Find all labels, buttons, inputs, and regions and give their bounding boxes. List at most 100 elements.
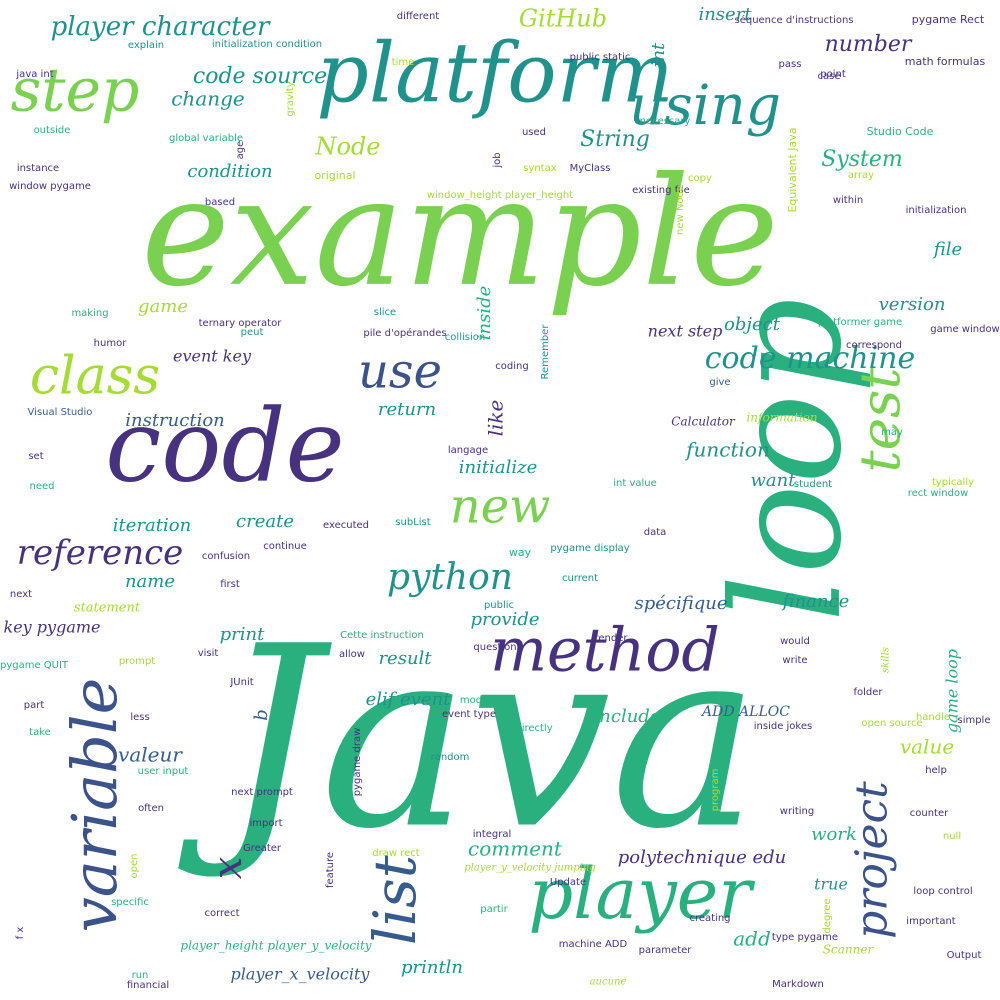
cloud-word: allow — [339, 649, 365, 660]
cloud-word: b — [251, 709, 272, 721]
cloud-word: int — [648, 42, 669, 67]
cloud-word: true — [814, 875, 848, 894]
cloud-word: langage — [448, 445, 488, 456]
cloud-word: peut — [241, 327, 264, 338]
cloud-word: Output — [947, 950, 982, 961]
cloud-word: used — [522, 127, 546, 138]
cloud-word: pile d'opérandes — [363, 327, 446, 339]
cloud-word: using — [629, 73, 781, 137]
cloud-word: x — [205, 857, 251, 880]
cloud-word: valeur — [118, 743, 183, 767]
cloud-word: key pygame — [4, 618, 101, 637]
cloud-word: comment — [468, 837, 563, 861]
cloud-word: inside jokes — [754, 721, 812, 732]
cloud-word: Greater — [243, 843, 282, 854]
cloud-word: program — [710, 769, 721, 812]
cloud-word: pygame draw — [352, 728, 363, 797]
cloud-word: reference — [17, 533, 184, 573]
cloud-word: random — [431, 752, 470, 763]
cloud-word: int value — [613, 478, 657, 489]
cloud-word: typically — [932, 477, 974, 488]
cloud-word: result — [378, 648, 432, 669]
cloud-word: need — [30, 481, 55, 492]
cloud-word: set — [28, 451, 43, 462]
cloud-word: Cette instruction — [340, 630, 424, 641]
cloud-word: game loop — [943, 649, 962, 733]
cloud-word: python — [387, 557, 513, 598]
cloud-word: java int — [15, 69, 53, 80]
cloud-word: often — [138, 803, 164, 814]
cloud-word: math formulas — [905, 55, 986, 68]
cloud-word: ADD ALLOC — [700, 704, 790, 720]
cloud-word: JUnit — [229, 677, 253, 688]
cloud-word: spécifique — [634, 593, 727, 614]
cloud-word: financial — [127, 980, 169, 991]
cloud-word: test — [848, 367, 912, 473]
cloud-word: give — [709, 377, 730, 388]
cloud-word: based — [205, 197, 235, 208]
cloud-word: prompt — [119, 656, 155, 667]
cloud-word: Remember — [540, 324, 551, 380]
cloud-word: open — [129, 854, 140, 879]
cloud-word: user input — [138, 766, 189, 777]
cloud-word: use — [358, 344, 442, 400]
cloud-word: way — [509, 546, 532, 559]
cloud-word: part — [24, 700, 45, 711]
cloud-word: window pygame — [9, 181, 91, 192]
cloud-word: initialize — [459, 457, 537, 478]
cloud-word: condition — [187, 161, 272, 182]
cloud-word: folder — [853, 687, 883, 698]
cloud-word: Studio Code — [867, 125, 934, 138]
cloud-word: return — [378, 399, 436, 420]
cloud-word: subList — [395, 517, 430, 528]
cloud-word: necessary — [640, 116, 691, 127]
cloud-word: skills — [881, 647, 892, 673]
cloud-word: create — [236, 511, 294, 532]
cloud-word: project — [847, 781, 898, 939]
cloud-word: humor — [94, 338, 128, 349]
cloud-word: object — [724, 314, 781, 335]
cloud-word: time — [392, 57, 415, 68]
cloud-word: aucune — [590, 977, 627, 988]
cloud-word: draw rect — [372, 848, 419, 859]
cloud-word: rect window — [908, 488, 969, 499]
cloud-word: Update — [550, 877, 586, 888]
cloud-word: code machine — [705, 341, 915, 376]
cloud-word: explain — [128, 40, 164, 51]
cloud-word: game — [138, 296, 188, 317]
cloud-word: simple — [957, 715, 990, 726]
cloud-word: import — [249, 818, 282, 829]
cloud-word: data — [644, 527, 667, 538]
cloud-word: GitHub — [519, 5, 607, 33]
cloud-word: game window — [930, 324, 1000, 335]
cloud-word: would — [780, 636, 810, 647]
cloud-word: public static — [570, 52, 631, 63]
cloud-word: elif event — [366, 689, 452, 710]
cloud-word: modify — [460, 695, 494, 706]
cloud-word: work — [811, 824, 857, 845]
cloud-word: correct — [204, 908, 239, 919]
cloud-word: variable — [58, 678, 131, 933]
cloud-word: instance — [17, 163, 59, 174]
cloud-word: null — [943, 831, 961, 842]
cloud-word: copy — [688, 173, 712, 184]
cloud-word: partir — [480, 904, 508, 915]
cloud-word: player_height player_y_velocity — [180, 939, 371, 953]
cloud-word: visit — [198, 648, 219, 659]
cloud-word: function — [684, 438, 770, 462]
cloud-word: write — [782, 655, 807, 666]
cloud-word: Equivalent Java — [786, 127, 799, 212]
cloud-word: instruction — [125, 410, 225, 431]
cloud-word: Scanner — [823, 943, 875, 957]
cloud-word: outside — [34, 125, 71, 136]
cloud-word: Node — [314, 133, 380, 161]
cloud-word: run — [132, 970, 149, 981]
cloud-word: job — [492, 152, 503, 168]
cloud-word: version — [879, 294, 946, 315]
cloud-word: list — [361, 854, 429, 945]
cloud-word: System — [821, 147, 903, 172]
cloud-word: directly — [515, 723, 552, 734]
cloud-word: first — [220, 579, 240, 590]
cloud-word: iteration — [113, 515, 191, 536]
